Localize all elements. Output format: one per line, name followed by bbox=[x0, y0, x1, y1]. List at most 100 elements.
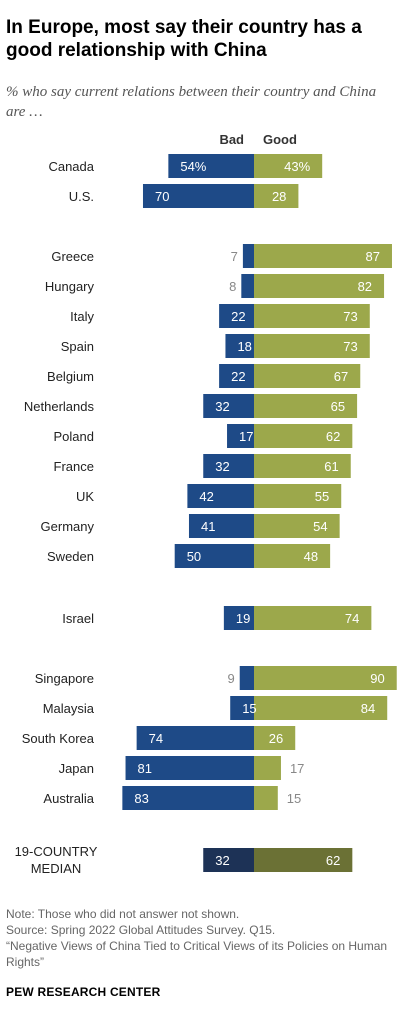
value-label-bad: 70 bbox=[155, 189, 169, 204]
value-label-good: 26 bbox=[269, 731, 283, 746]
bar-bad bbox=[223, 606, 254, 630]
chart-notes: Note: Those who did not answer not shown… bbox=[6, 906, 396, 970]
bar-good bbox=[254, 454, 351, 478]
source-organization: PEW RESEARCH CENTER bbox=[6, 985, 161, 999]
legend-good: Good bbox=[263, 132, 297, 147]
category-label-median: 19-COUNTRY MEDIAN bbox=[15, 844, 98, 876]
bar-bad bbox=[203, 454, 254, 478]
value-label-bad: 17 bbox=[239, 429, 253, 444]
category-label: Italy bbox=[70, 309, 94, 324]
bar-bad bbox=[241, 274, 254, 298]
bar-bad bbox=[203, 394, 254, 418]
value-label-good: 82 bbox=[358, 279, 372, 294]
category-label: Japan bbox=[59, 761, 94, 776]
value-label-bad: 41 bbox=[201, 519, 215, 534]
value-label-bad: 22 bbox=[231, 369, 245, 384]
bar-bad bbox=[125, 756, 254, 780]
value-label-good: 84 bbox=[361, 701, 375, 716]
source-line: Source: Spring 2022 Global Attitudes Sur… bbox=[6, 923, 276, 937]
value-label-bad: 54% bbox=[180, 159, 206, 174]
legend-bad: Bad bbox=[219, 132, 244, 147]
bar-good bbox=[254, 424, 353, 448]
category-label: Malaysia bbox=[43, 701, 95, 716]
value-label-good: 48 bbox=[304, 549, 318, 564]
bar-good bbox=[254, 154, 323, 178]
category-label: Singapore bbox=[35, 671, 94, 686]
value-label-bad: 18 bbox=[237, 339, 251, 354]
bar-good bbox=[254, 666, 397, 690]
chart-subtitle: % who say current relations between thei… bbox=[6, 84, 377, 120]
category-label: Australia bbox=[43, 791, 94, 806]
value-label-bad: 19 bbox=[236, 611, 250, 626]
bar-good bbox=[254, 726, 296, 750]
category-label: South Korea bbox=[22, 731, 95, 746]
bar-good bbox=[254, 756, 281, 780]
chart-title: In Europe, most say their country has a … bbox=[6, 17, 362, 61]
bar-good bbox=[254, 364, 361, 388]
value-label-good: 67 bbox=[334, 369, 348, 384]
value-label-bad: 32 bbox=[215, 399, 229, 414]
category-label: Greece bbox=[51, 249, 94, 264]
bar-bad bbox=[219, 364, 254, 388]
category-label: U.S. bbox=[69, 189, 94, 204]
value-label-good: 87 bbox=[366, 249, 380, 264]
category-label: Israel bbox=[62, 611, 94, 626]
value-label-bad: 9 bbox=[227, 671, 234, 686]
bar-bad bbox=[225, 334, 254, 358]
bar-bad bbox=[239, 666, 254, 690]
note-line: Note: Those who did not answer not shown… bbox=[6, 907, 240, 921]
bar-good bbox=[254, 184, 299, 208]
value-label-good: 15 bbox=[287, 791, 301, 806]
bar-bad bbox=[187, 484, 254, 508]
bar-good bbox=[254, 544, 331, 568]
bar-bad bbox=[188, 514, 254, 538]
report-title-line: “Negative Views of China Tied to Critica… bbox=[6, 939, 388, 969]
diverging-bar-chart: Bad Good Canada 54% 43% U.S. 70 28 Greece 7 87 Hun… bbox=[15, 132, 397, 876]
category-label: France bbox=[54, 459, 94, 474]
value-label-good: 61 bbox=[324, 459, 338, 474]
value-label-good: 28 bbox=[272, 189, 286, 204]
value-label-good: 73 bbox=[343, 309, 357, 324]
value-label-bad: 15 bbox=[242, 701, 256, 716]
bar-good bbox=[254, 484, 342, 508]
category-label: Germany bbox=[41, 519, 95, 534]
value-label-bad: 32 bbox=[215, 853, 229, 868]
bar-bad bbox=[122, 786, 254, 810]
value-label-good: 65 bbox=[331, 399, 345, 414]
value-label-bad: 50 bbox=[187, 549, 201, 564]
category-label: Spain bbox=[61, 339, 94, 354]
value-label-bad: 7 bbox=[231, 249, 238, 264]
bar-good bbox=[254, 274, 385, 298]
bar-bad bbox=[174, 544, 254, 568]
value-label-bad: 32 bbox=[215, 459, 229, 474]
bar-good bbox=[254, 606, 372, 630]
bar-good bbox=[254, 244, 392, 268]
bar-bad bbox=[136, 726, 254, 750]
bar-bad bbox=[219, 304, 254, 328]
value-label-good: 43% bbox=[284, 159, 310, 174]
value-label-good: 55 bbox=[315, 489, 329, 504]
bar-good bbox=[254, 786, 278, 810]
category-label: Hungary bbox=[45, 279, 95, 294]
bar-bad bbox=[203, 848, 254, 872]
category-label: UK bbox=[76, 489, 94, 504]
bar-bad bbox=[227, 424, 254, 448]
category-label: Belgium bbox=[47, 369, 94, 384]
value-label-bad: 81 bbox=[138, 761, 152, 776]
bar-bad bbox=[168, 154, 254, 178]
value-label-good: 62 bbox=[326, 853, 340, 868]
value-label-bad: 8 bbox=[229, 279, 236, 294]
value-label-bad: 83 bbox=[134, 791, 148, 806]
value-label-good: 17 bbox=[290, 761, 304, 776]
bar-bad bbox=[230, 696, 254, 720]
value-label-good: 90 bbox=[370, 671, 384, 686]
value-label-bad: 42 bbox=[199, 489, 213, 504]
bar-good bbox=[254, 394, 358, 418]
category-label: Canada bbox=[48, 159, 94, 174]
bar-good bbox=[254, 514, 340, 538]
category-label: Poland bbox=[54, 429, 94, 444]
value-label-bad: 74 bbox=[149, 731, 163, 746]
bar-good bbox=[254, 334, 370, 358]
bar-good bbox=[254, 304, 370, 328]
bar-good bbox=[254, 696, 388, 720]
